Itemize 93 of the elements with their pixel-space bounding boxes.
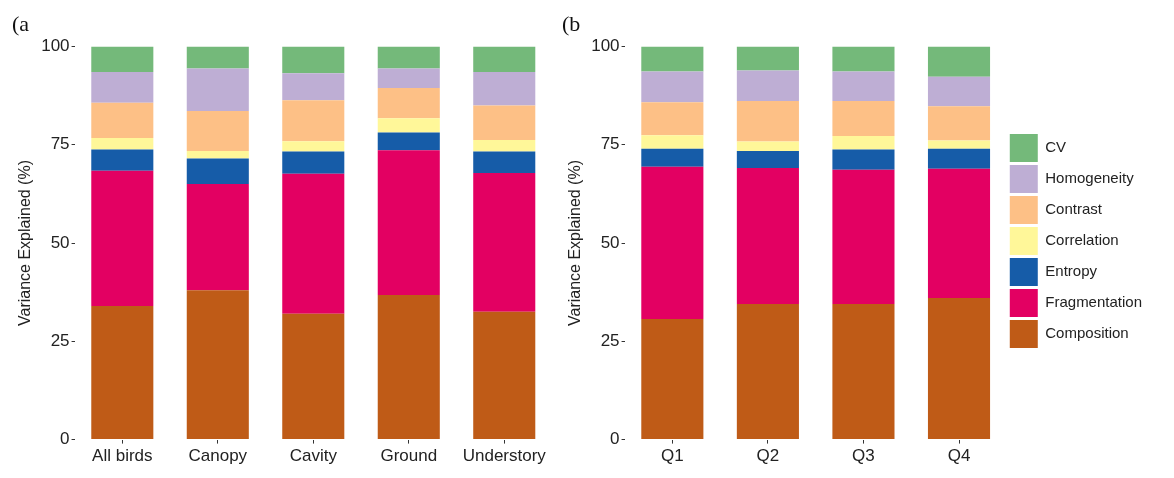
bar	[736, 70, 799, 102]
bar	[282, 141, 345, 152]
bar	[832, 46, 895, 72]
bar	[186, 110, 249, 151]
y-tick-label: 50	[600, 232, 620, 252]
bar	[282, 100, 345, 142]
bar	[282, 73, 345, 101]
bar	[377, 294, 440, 440]
bar	[377, 150, 440, 295]
legend-label: CV	[1045, 138, 1067, 156]
bar	[641, 148, 704, 167]
bar	[282, 313, 345, 440]
bar	[473, 311, 536, 440]
y-tick-label: 0	[610, 429, 620, 449]
y-axis-title: Variance Explained (%)	[566, 159, 584, 327]
legend-label: Composition	[1045, 324, 1129, 342]
x-tick-label: All birds	[92, 446, 153, 466]
bar	[641, 46, 704, 72]
bar	[927, 298, 991, 440]
bar	[282, 46, 345, 74]
bar	[186, 290, 249, 440]
x-tick-label: Understory	[462, 446, 547, 466]
y-tick-label: 75	[600, 134, 620, 154]
x-tick-label: Q4	[947, 446, 971, 466]
bar	[473, 139, 536, 152]
bar	[832, 101, 895, 137]
bar	[282, 151, 345, 174]
bar	[641, 318, 704, 440]
bar	[377, 118, 440, 133]
bar	[473, 151, 536, 174]
bar	[473, 173, 536, 312]
bar	[186, 158, 249, 185]
bar	[641, 135, 704, 149]
chart-title: (a	[12, 10, 30, 36]
bar	[186, 184, 249, 291]
y-tick-label: 100	[41, 36, 70, 56]
x-tick-label: Cavity	[289, 446, 338, 466]
y-tick-label: 100	[591, 36, 620, 56]
legend-label: Homogeneity	[1045, 169, 1135, 187]
bar	[91, 149, 154, 171]
y-tick-label: 25	[50, 330, 70, 350]
legend-label: Fragmentation	[1045, 293, 1142, 311]
y-axis-title: Variance Explained (%)	[16, 159, 34, 327]
bar	[473, 46, 536, 72]
bar	[377, 68, 440, 89]
bar	[641, 166, 704, 319]
y-tick-label: 50	[50, 232, 70, 252]
bar	[927, 148, 991, 169]
bar	[832, 303, 895, 440]
bar	[736, 167, 799, 304]
bar	[736, 303, 799, 440]
bar	[282, 173, 345, 314]
legend-label: Correlation	[1045, 231, 1119, 249]
bar	[641, 71, 704, 103]
bar	[91, 102, 154, 139]
bar	[91, 170, 154, 306]
bar	[473, 105, 536, 140]
bar	[736, 150, 799, 168]
y-tick-label: 0	[60, 429, 70, 449]
bar	[377, 46, 440, 69]
bar	[736, 141, 799, 151]
bar	[832, 169, 895, 304]
bar	[927, 76, 991, 107]
legend-label: Entropy	[1045, 262, 1098, 280]
bar	[91, 138, 154, 150]
bar	[927, 140, 991, 149]
bar	[927, 106, 991, 141]
bar	[186, 46, 249, 69]
bar	[736, 46, 799, 71]
bar	[473, 71, 536, 106]
chart-title: (b	[562, 10, 581, 36]
bar	[832, 149, 895, 170]
bar	[91, 305, 154, 440]
bar	[736, 101, 799, 142]
bar	[641, 102, 704, 136]
x-tick-label: Q1	[661, 446, 684, 466]
x-tick-label: Q3	[852, 446, 875, 466]
y-tick-label: 25	[600, 330, 620, 350]
bar	[832, 71, 895, 102]
bar	[186, 68, 249, 111]
bar	[927, 46, 991, 77]
x-tick-label: Ground	[380, 446, 438, 466]
x-tick-label: Q2	[756, 446, 780, 466]
bar	[927, 168, 991, 299]
y-tick-label: 75	[50, 134, 70, 154]
bar	[186, 150, 249, 159]
bar	[91, 71, 154, 103]
bar	[377, 132, 440, 151]
legend-label: Contrast	[1045, 200, 1103, 218]
x-tick-label: Canopy	[188, 446, 248, 466]
bar	[91, 46, 154, 72]
bar	[832, 136, 895, 150]
bar	[377, 88, 440, 119]
